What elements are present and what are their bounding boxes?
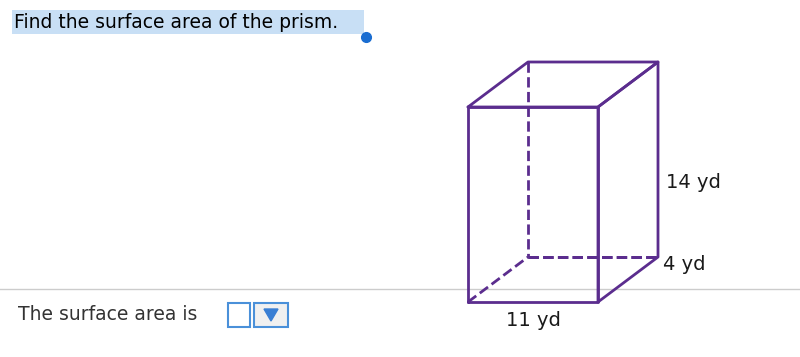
FancyBboxPatch shape	[12, 10, 364, 34]
Text: Find the surface area of the prism.: Find the surface area of the prism.	[14, 12, 338, 31]
Text: 4 yd: 4 yd	[663, 256, 706, 275]
Polygon shape	[264, 309, 278, 321]
FancyBboxPatch shape	[254, 303, 288, 327]
FancyBboxPatch shape	[228, 303, 250, 327]
Text: 11 yd: 11 yd	[506, 311, 561, 330]
Text: 14 yd: 14 yd	[666, 172, 721, 191]
Text: The surface area is: The surface area is	[18, 306, 198, 325]
